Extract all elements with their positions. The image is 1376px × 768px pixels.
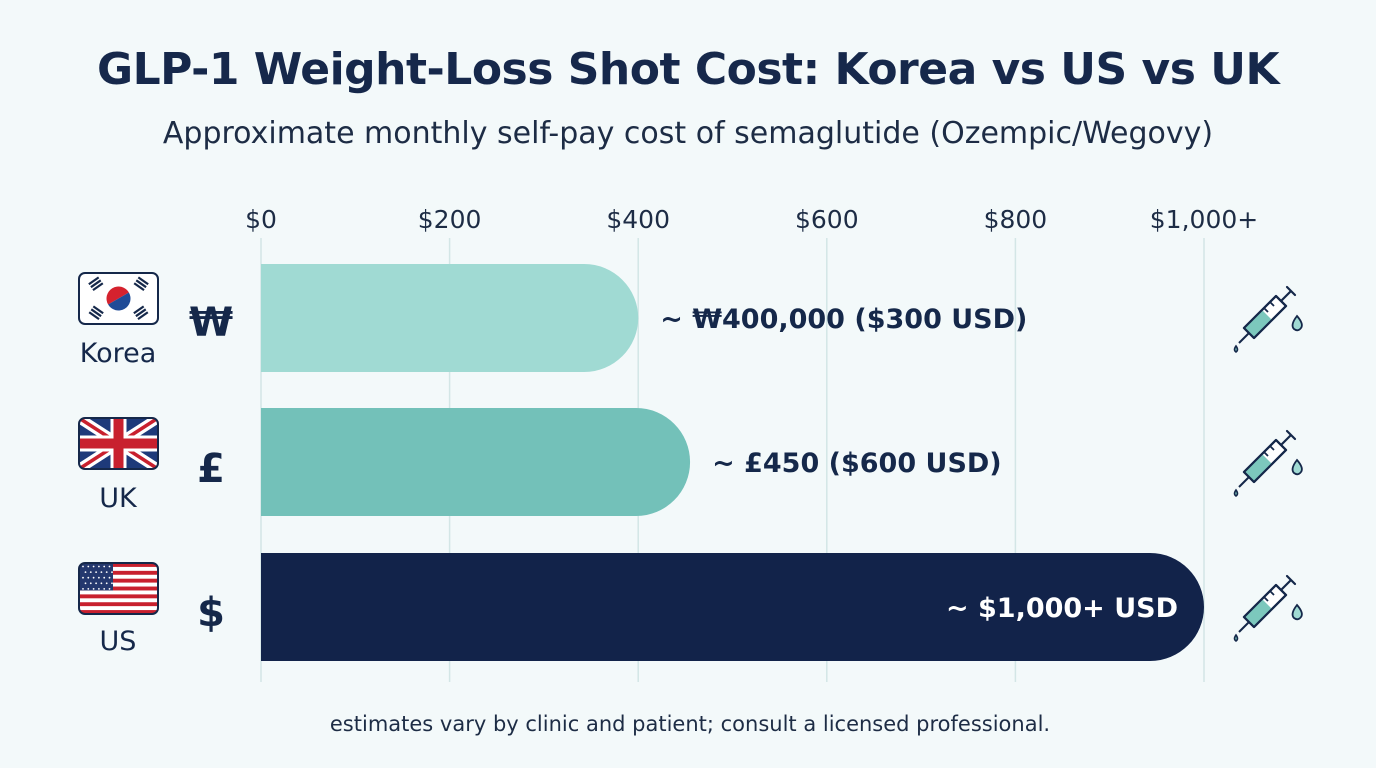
syringe-icon: [1233, 574, 1303, 642]
syringe-icon: [1233, 429, 1303, 497]
bar-uk: [261, 408, 691, 516]
footnote: estimates vary by clinic and patient; co…: [329, 712, 1051, 736]
korea-flag-icon: [78, 272, 159, 325]
country-label-korea: Korea: [80, 338, 157, 369]
uk-flag-icon: [78, 417, 159, 470]
x-tick-label: $1,000+: [1150, 205, 1258, 234]
x-tick-label: $800: [984, 205, 1048, 234]
country-label-uk: UK: [99, 483, 138, 514]
chart-title: GLP-1 Weight-Loss Shot Cost: Korea vs US…: [96, 44, 1280, 95]
x-tick-label: $0: [245, 205, 277, 234]
currency-symbol-us: $: [197, 590, 225, 636]
bar-korea: [261, 264, 639, 372]
chart-subtitle: Approximate monthly self-pay cost of sem…: [162, 116, 1214, 151]
currency-symbol-korea: ₩: [189, 300, 233, 346]
x-tick-label: $200: [418, 205, 482, 234]
value-label-korea: ~ ₩400,000 ($300 USD): [660, 304, 1027, 335]
syringe-icon: [1233, 285, 1303, 353]
country-label-us: US: [100, 626, 137, 657]
x-tick-label: $400: [606, 205, 670, 234]
x-tick-label: $600: [795, 205, 859, 234]
bar-us: [261, 553, 1204, 661]
us-flag-icon: [78, 562, 159, 615]
value-label-us: ~ $1,000+ USD: [946, 593, 1178, 624]
value-label-uk: ~ £450 ($600 USD): [712, 448, 1002, 479]
currency-symbol-uk: £: [197, 446, 225, 492]
